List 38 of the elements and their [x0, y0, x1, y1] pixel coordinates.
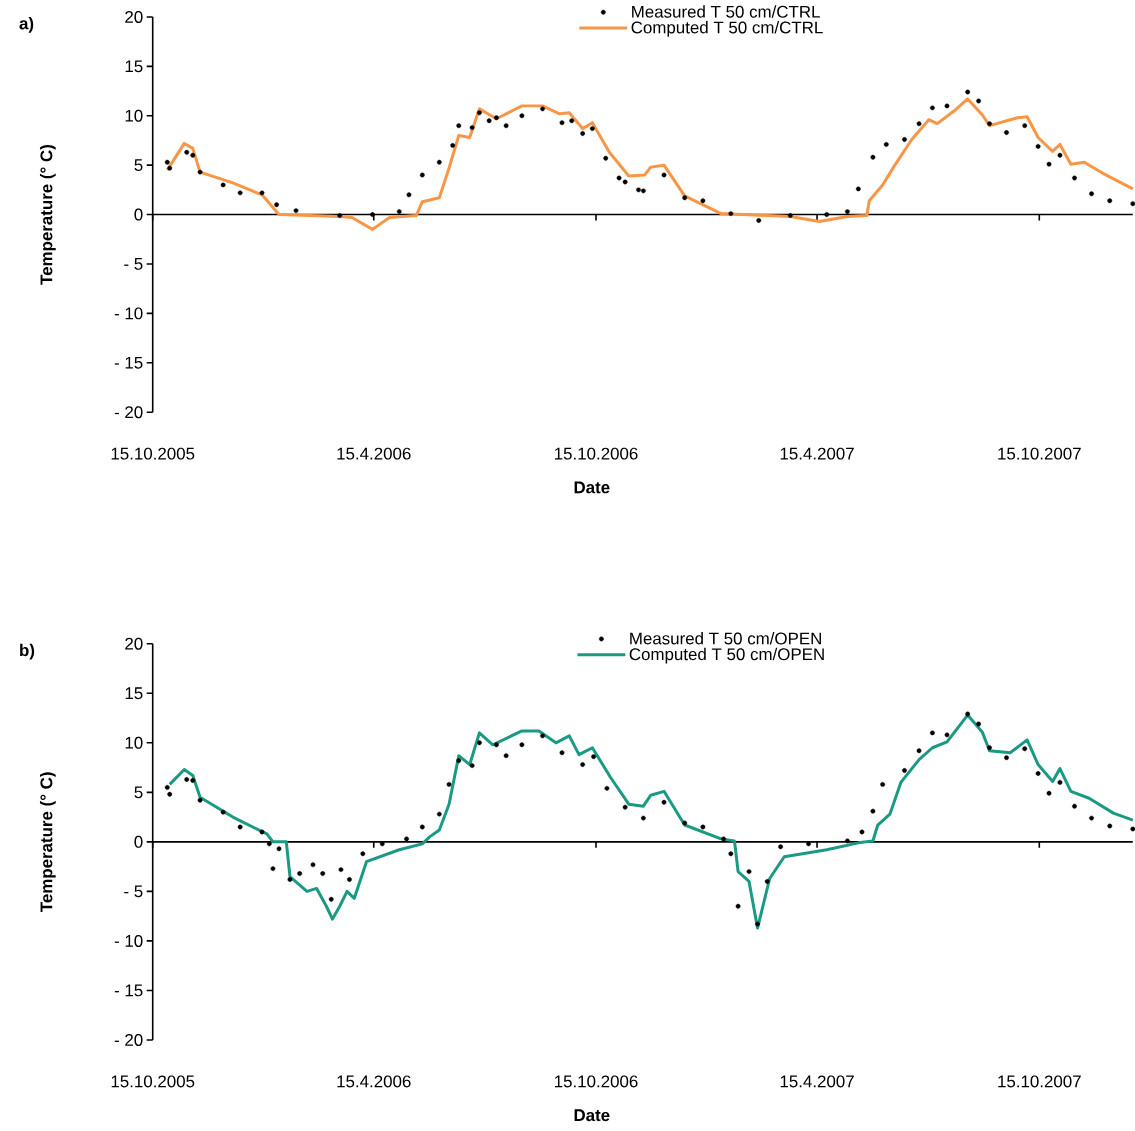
y-tick-label: - 5 — [124, 258, 143, 270]
y-tick-label: 20 — [125, 11, 143, 24]
y-tick-label: 20 — [125, 637, 143, 650]
x-tick-label: 15.10.2005 — [111, 447, 195, 460]
y-tick-label: - 5 — [124, 885, 143, 898]
y-tick-label: 5 — [134, 786, 143, 799]
text: a) — [19, 17, 34, 33]
legend-label: Computed T 50 cm/CTRL — [631, 21, 823, 37]
x-tick-label: 15.4.2007 — [780, 447, 854, 460]
y-tick-label: 15 — [125, 60, 143, 73]
x-axis-title: Date — [574, 1109, 610, 1122]
legend-label: Measured T 50 cm/OPEN — [630, 632, 821, 645]
x-tick-label: 15.4.2006 — [337, 447, 411, 460]
x-tick-label: 15.4.2007 — [780, 1075, 854, 1088]
legend-label: Measured T 50 cm/CTRL — [632, 5, 820, 18]
y-tick-label: - 15 — [114, 984, 143, 997]
y-tick-label: 15 — [125, 687, 143, 700]
y-tick-label: 0 — [134, 835, 143, 848]
y-tick-label: 5 — [134, 159, 143, 172]
legend-label: Computed T 50 cm/OPEN — [629, 647, 824, 664]
y-tick-label: 10 — [125, 736, 143, 749]
x-tick-label: 15.10.2007 — [998, 447, 1081, 460]
y-axis-title: Temperature (° C) — [39, 772, 56, 913]
y-axis-title: Temperature (° C) — [39, 145, 56, 285]
x-tick-label: 15.10.2007 — [998, 1075, 1081, 1088]
text: b) — [20, 643, 35, 660]
y-tick-label: - 10 — [114, 307, 143, 320]
y-tick-label: 10 — [125, 109, 143, 122]
x-axis-title: Date — [574, 481, 610, 494]
x-tick-label: 15.10.2006 — [555, 447, 638, 460]
y-tick-label: - 20 — [114, 406, 143, 419]
x-tick-label: 15.10.2006 — [555, 1075, 638, 1088]
y-tick-label: - 20 — [114, 1034, 143, 1047]
y-tick-label: 0 — [134, 208, 143, 221]
x-tick-label: 15.4.2006 — [337, 1075, 411, 1088]
y-tick-label: - 10 — [114, 935, 143, 947]
x-tick-label: 15.10.2005 — [111, 1075, 195, 1088]
y-tick-label: - 15 — [114, 356, 143, 369]
